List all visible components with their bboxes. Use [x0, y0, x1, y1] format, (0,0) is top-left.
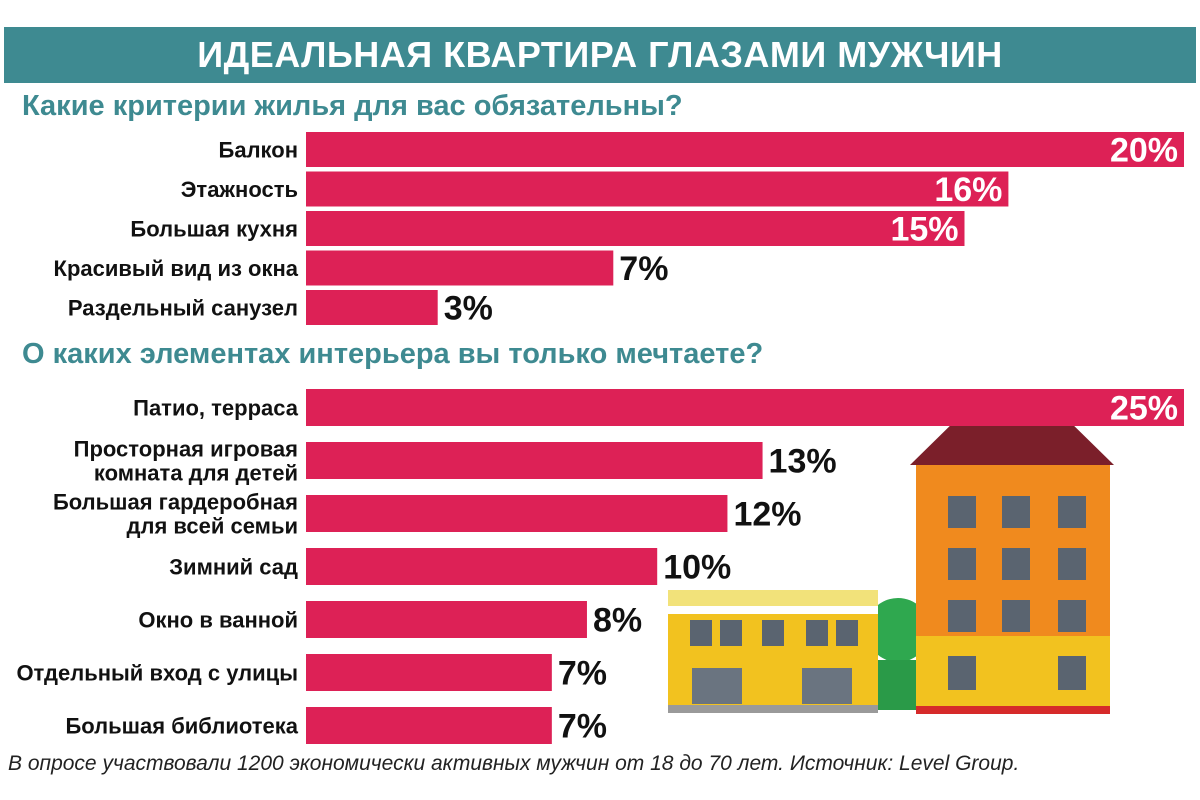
bar [306, 601, 587, 638]
section-title-required: Какие критерии жилья для вас обязательны… [22, 90, 683, 122]
bar [306, 389, 1184, 426]
bar-row: Большая кухня 15% [130, 211, 965, 249]
right-window-6 [1058, 548, 1086, 580]
bar [306, 132, 1184, 167]
category-label: Большая библиотека [65, 714, 298, 739]
page-title: ИДЕАЛЬНАЯ КВАРТИРА ГЛАЗАМИ МУЖЧИН [197, 34, 1003, 75]
bar-row: Окно в ванной 8% [138, 601, 642, 640]
bar-row: Зимний сад 10% [169, 548, 731, 587]
bar [306, 442, 763, 479]
left-shopfront-2 [802, 668, 852, 704]
category-label: Окно в ванной [138, 608, 298, 633]
right-window-5 [1002, 548, 1030, 580]
title-banner: ИДЕАЛЬНАЯ КВАРТИРА ГЛАЗАМИ МУЖЧИН [4, 27, 1196, 83]
bar [306, 495, 728, 532]
value-label: 10% [663, 549, 731, 587]
left-window-1 [690, 620, 712, 646]
category-label: Отдельный вход с улицы [16, 661, 298, 686]
category-label: Большая гардеробная для всей семьи [53, 490, 298, 539]
bar-row: Просторная игровая комната для детей 13% [74, 437, 837, 486]
roof-shape [910, 414, 1114, 465]
value-label: 7% [558, 708, 607, 746]
tree-shape [866, 598, 930, 662]
left-window-4 [806, 620, 828, 646]
value-label: 3% [444, 290, 493, 328]
bar-row: Этажность 16% [181, 171, 1009, 209]
bar-row: Балкон 20% [219, 132, 1184, 170]
value-label: 20% [1110, 132, 1178, 170]
right-window-11 [1058, 656, 1086, 690]
category-label: Этажность [181, 177, 298, 202]
value-label: 13% [769, 443, 837, 481]
category-label: Большая кухня [130, 217, 298, 242]
value-label: 12% [733, 496, 801, 534]
bar [306, 548, 658, 585]
bar [306, 171, 1009, 207]
bar-row: Патио, терраса 25% [133, 389, 1184, 428]
right-window-9 [1058, 600, 1086, 632]
bar-row: Большая библиотека 7% [65, 707, 607, 746]
footnote: В опросе участвовали 1200 экономически а… [8, 752, 1020, 775]
category-label: Раздельный санузел [68, 296, 298, 321]
category-label: Зимний сад [169, 555, 298, 580]
value-label: 7% [558, 655, 607, 693]
left-building-cornice [668, 606, 878, 614]
right-window-1 [948, 496, 976, 528]
right-building-base [916, 706, 1110, 714]
left-shopfront-1 [692, 668, 742, 704]
category-label: Балкон [219, 138, 298, 163]
right-window-2 [1002, 496, 1030, 528]
value-label: 16% [934, 171, 1002, 209]
bush-shape [872, 660, 920, 710]
left-window-2 [720, 620, 742, 646]
bar [306, 654, 552, 691]
bar [306, 250, 614, 286]
bar-row: Отдельный вход с улицы 7% [16, 654, 607, 693]
value-label: 15% [890, 211, 958, 249]
buildings-illustration [668, 414, 1114, 714]
right-window-7 [948, 600, 976, 632]
bar [306, 707, 552, 744]
left-building-base [668, 705, 878, 713]
value-label: 8% [593, 602, 642, 640]
section-title-dreams: О каких элементах интерьера вы только ме… [22, 338, 764, 370]
category-label: Патио, терраса [133, 396, 299, 421]
value-label: 7% [619, 250, 668, 288]
right-window-4 [948, 548, 976, 580]
category-label: Красивый вид из окна [54, 256, 299, 281]
bar [306, 211, 965, 246]
right-window-3 [1058, 496, 1086, 528]
value-label: 25% [1110, 390, 1178, 428]
right-window-10 [948, 656, 976, 690]
left-window-5 [836, 620, 858, 646]
bar-row: Красивый вид из окна 7% [54, 250, 669, 288]
left-window-3 [762, 620, 784, 646]
bar-row: Раздельный санузел 3% [68, 290, 493, 328]
category-label: Просторная игровая комната для детей [74, 437, 298, 486]
bar [306, 290, 438, 325]
bar-row: Большая гардеробная для всей семьи 12% [53, 490, 802, 539]
right-window-8 [1002, 600, 1030, 632]
